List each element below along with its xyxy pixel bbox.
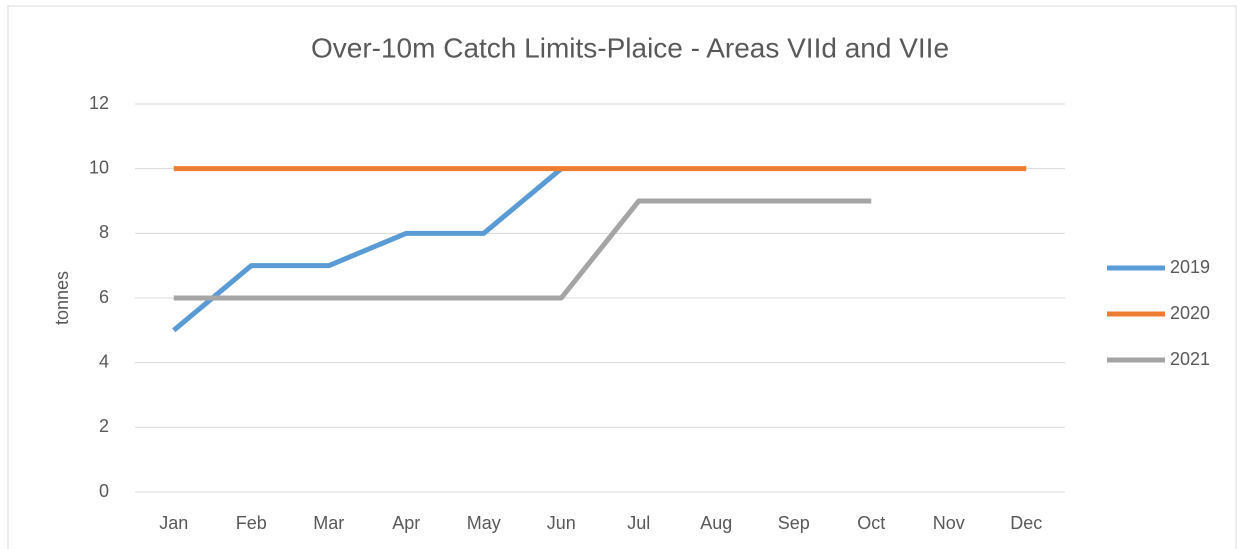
- x-tick-label: Aug: [700, 513, 732, 533]
- series-line: [172, 166, 563, 333]
- x-tick-label: Apr: [392, 513, 420, 533]
- y-tick-label: 4: [99, 351, 109, 371]
- y-tick-label: 8: [99, 222, 109, 242]
- x-tick-label: Jun: [547, 513, 576, 533]
- y-tick-label: 6: [99, 287, 109, 307]
- chart-frame: [7, 5, 1237, 549]
- x-tick-label: Oct: [857, 513, 885, 533]
- x-tick-label: Feb: [236, 513, 267, 533]
- y-tick-label: 12: [89, 93, 109, 113]
- x-tick-label: Jan: [159, 513, 188, 533]
- chart-title: Over-10m Catch Limits-Plaice - Areas VII…: [311, 32, 949, 63]
- x-tick-label: Sep: [778, 513, 810, 533]
- legend-label: 2019: [1170, 257, 1210, 277]
- legend-label: 2021: [1170, 349, 1210, 369]
- x-tick-label: Nov: [933, 513, 965, 533]
- legend-label: 2020: [1170, 303, 1210, 323]
- y-axis-label: tonnes: [52, 271, 72, 325]
- series-line: [173, 198, 872, 301]
- y-tick-label: 2: [99, 416, 109, 436]
- y-tick-label: 0: [99, 481, 109, 501]
- x-tick-label: May: [467, 513, 501, 533]
- x-tick-label: Jul: [627, 513, 650, 533]
- x-tick-label: Mar: [313, 513, 344, 533]
- y-tick-label: 10: [89, 157, 109, 177]
- x-tick-label: Dec: [1010, 513, 1042, 533]
